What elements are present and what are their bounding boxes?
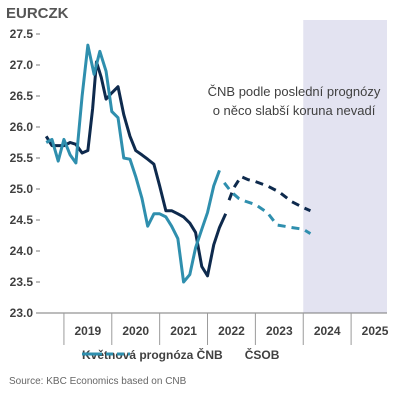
y-tick-label: 23.5: [10, 275, 34, 289]
annotation-text: ČNB podle poslední prognózy: [208, 84, 381, 99]
legend-swatch-csob: [82, 352, 130, 356]
source-note: Source: KBC Economics based on CNB: [9, 376, 187, 387]
legend-label-csob: ČSOB: [244, 348, 280, 362]
y-tick-label: 26.5: [10, 89, 34, 103]
y-tick-label: 23.0: [10, 306, 34, 320]
x-tick-label: 2025: [362, 324, 389, 338]
y-tick-label: 27.0: [10, 58, 34, 72]
legend: Květnová prognóza ČNB ČSOB: [82, 348, 279, 362]
y-tick-label: 24.5: [10, 213, 34, 227]
x-tick-label: 2024: [314, 324, 341, 338]
y-tick-label: 27.5: [10, 27, 34, 41]
y-tick-label: 26.0: [10, 120, 34, 134]
series-forecast-csob: [223, 181, 312, 235]
y-tick-label: 25.5: [10, 151, 34, 165]
x-tick-label: 2023: [266, 324, 293, 338]
y-tick-label: 24.0: [10, 244, 34, 258]
x-tick-label: 2019: [75, 324, 102, 338]
series-line-cnb: [44, 60, 228, 278]
x-tick-label: 2022: [218, 324, 245, 338]
series-forecast-cnb: [227, 174, 312, 213]
series-line-csob: [45, 43, 221, 284]
legend-label-cnb: Květnová prognóza ČNB: [82, 348, 223, 362]
chart-title: EURCZK: [6, 5, 69, 22]
y-tick-label: 25.0: [10, 182, 34, 196]
x-tick-label: 2020: [122, 324, 149, 338]
annotation-text: o něco slabší koruna nevadí: [213, 103, 376, 118]
x-tick-label: 2021: [170, 324, 197, 338]
legend-item-csob: ČSOB: [82, 348, 280, 362]
forecast-region: [303, 20, 387, 313]
